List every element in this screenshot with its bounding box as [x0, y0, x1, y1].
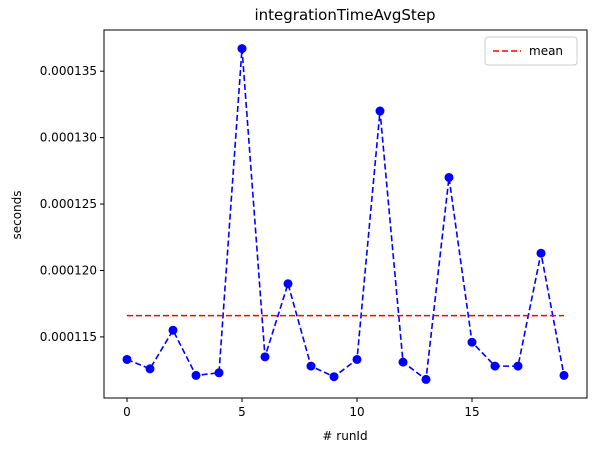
x-tick-label: 15: [464, 405, 479, 419]
data-point: [283, 279, 293, 289]
data-point: [122, 354, 132, 364]
data-point: [467, 337, 477, 347]
x-tick-label: 5: [238, 405, 246, 419]
data-point: [329, 372, 339, 382]
data-point: [398, 357, 408, 367]
data-point: [513, 361, 523, 371]
data-point: [375, 106, 385, 116]
data-point: [559, 370, 569, 380]
y-tick-label: 0.000125: [40, 197, 97, 211]
data-point: [306, 361, 316, 371]
data-point: [536, 248, 546, 258]
data-point: [168, 325, 178, 335]
data-point: [260, 352, 270, 362]
series-line: [126, 48, 565, 381]
y-tick-label: 0.000120: [40, 263, 97, 277]
axes-frame: [103, 29, 588, 399]
plot-area: 0 5 10 15 0.000115 0.000120 0.000125 0.000130 0.…: [40, 29, 588, 419]
data-point: [145, 364, 155, 374]
data-point: [214, 368, 224, 378]
data-point: [444, 172, 454, 182]
chart-title: integrationTimeAvgStep: [254, 6, 435, 24]
y-tick-label: 0.000115: [40, 330, 97, 344]
y-axis-label: seconds: [10, 190, 24, 239]
y-tick-label: 0.000130: [40, 131, 97, 145]
x-tick-label: 10: [349, 405, 364, 419]
y-tick-label: 0.000135: [40, 64, 97, 78]
data-point: [490, 361, 500, 371]
x-tick-label: 0: [123, 405, 131, 419]
data-point: [191, 370, 201, 380]
data-point: [352, 354, 362, 364]
x-axis-label: # runId: [322, 429, 367, 443]
legend-box: [484, 36, 578, 66]
data-point: [237, 44, 247, 54]
legend-label-mean: mean: [529, 44, 563, 58]
data-point: [421, 374, 431, 384]
